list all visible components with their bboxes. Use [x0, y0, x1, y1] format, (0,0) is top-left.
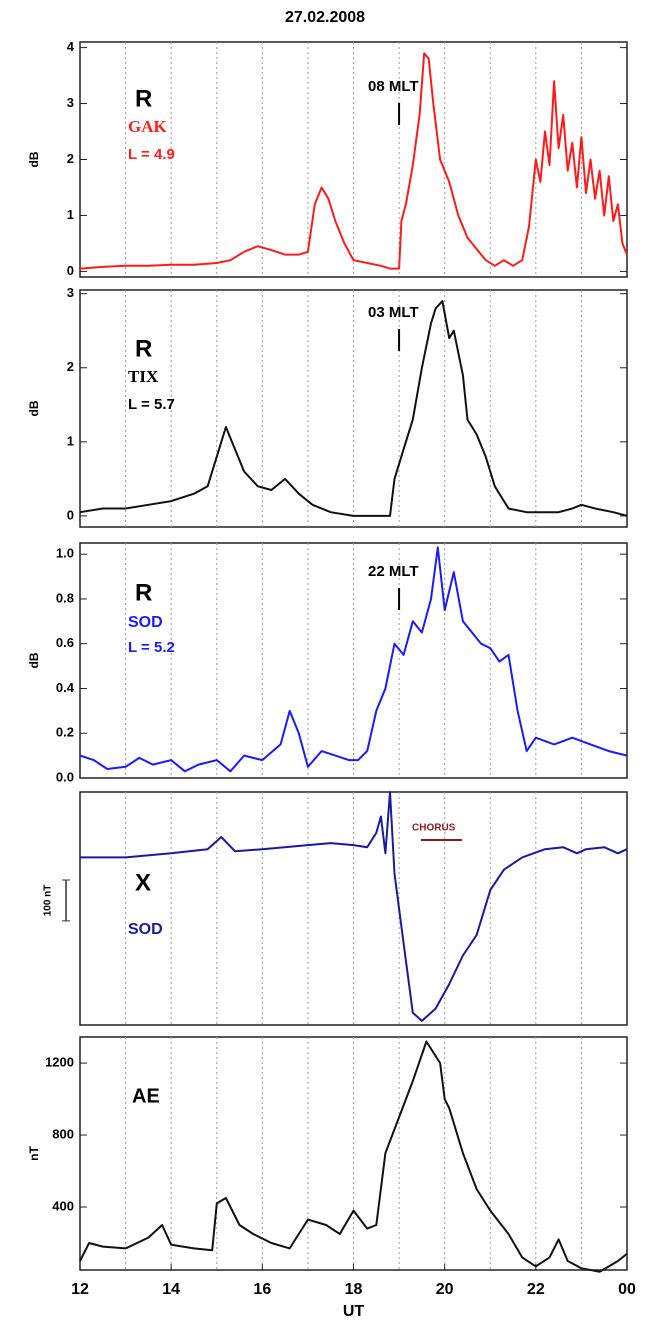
y-tick-label: 2 — [67, 359, 74, 374]
y-axis-label: nT — [27, 1146, 41, 1161]
y-tick-label: 1.0 — [56, 546, 74, 561]
x-tick-label: 16 — [253, 1281, 271, 1298]
annotation: TIX — [128, 367, 159, 386]
annotation: GAK — [128, 117, 168, 136]
annotation: X — [135, 869, 151, 896]
x-tick-label: 14 — [162, 1281, 180, 1298]
y-tick-label: 1200 — [45, 1055, 74, 1070]
x-tick-label: 22 — [527, 1281, 545, 1298]
annotation: AE — [132, 1085, 160, 1107]
y-tick-label: 0.8 — [56, 590, 74, 605]
y-axis-label: dB — [27, 400, 41, 416]
annotation: L = 5.7 — [128, 396, 175, 413]
y-tick-label: 800 — [52, 1126, 74, 1141]
y-tick-label: 1 — [67, 207, 74, 222]
y-tick-label: 2 — [67, 151, 74, 166]
annotation: CHORUS — [412, 823, 456, 834]
y-tick-label: 0 — [67, 507, 74, 522]
annotation: R — [135, 85, 152, 112]
y-tick-label: 0.4 — [56, 680, 75, 695]
annotation: L = 4.9 — [128, 146, 175, 163]
annotation: R — [135, 335, 152, 362]
annotation: 08 MLT — [368, 78, 419, 95]
y-axis-label: dB — [27, 151, 41, 167]
x-axis-label: UT — [343, 1303, 365, 1320]
y-tick-label: 0 — [67, 263, 74, 278]
y-tick-label: 1 — [67, 433, 74, 448]
annotation: SOD — [128, 614, 163, 631]
y-tick-label: 3 — [67, 285, 74, 300]
figure-title: 27.02.2008 — [285, 9, 365, 26]
x-tick-label: 00 — [618, 1281, 636, 1298]
y-tick-label: 3 — [67, 95, 74, 110]
y-tick-label: 400 — [52, 1198, 74, 1213]
y-axis-label: dB — [27, 652, 41, 668]
data-line — [79, 300, 628, 517]
data-line — [79, 1040, 628, 1273]
annotation: 22 MLT — [368, 563, 419, 580]
x-tick-label: 18 — [345, 1281, 363, 1298]
x-tick-label: 20 — [436, 1281, 454, 1298]
y-tick-label: 0.0 — [56, 769, 74, 784]
y-tick-label: 4 — [67, 39, 75, 54]
annotation: R — [135, 579, 152, 606]
data-line — [79, 52, 628, 270]
y-tick-label: 0.2 — [56, 725, 74, 740]
scale-bar-label: 100 nT — [43, 885, 54, 917]
annotation: L = 5.2 — [128, 639, 175, 656]
data-line — [79, 546, 628, 773]
annotation: 03 MLT — [368, 304, 419, 321]
data-line — [80, 791, 628, 1022]
y-tick-label: 0.6 — [56, 635, 74, 650]
annotation: SOD — [128, 921, 163, 938]
x-tick-label: 12 — [71, 1281, 89, 1298]
